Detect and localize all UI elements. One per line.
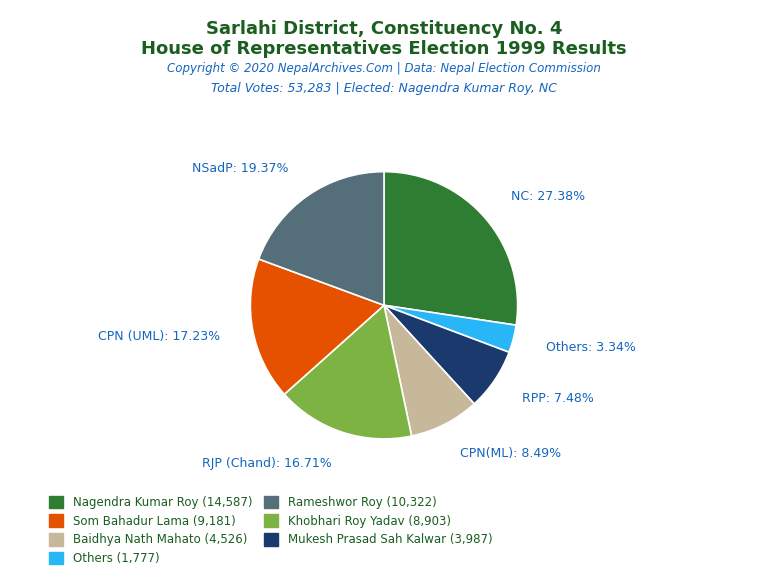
Wedge shape bbox=[384, 305, 509, 404]
Wedge shape bbox=[284, 305, 412, 439]
Text: House of Representatives Election 1999 Results: House of Representatives Election 1999 R… bbox=[141, 40, 627, 58]
Wedge shape bbox=[250, 259, 384, 395]
Text: RPP: 7.48%: RPP: 7.48% bbox=[522, 392, 594, 406]
Text: CPN(ML): 8.49%: CPN(ML): 8.49% bbox=[460, 448, 561, 460]
Legend: Nagendra Kumar Roy (14,587), Som Bahadur Lama (9,181), Baidhya Nath Mahato (4,52: Nagendra Kumar Roy (14,587), Som Bahadur… bbox=[45, 491, 497, 570]
Wedge shape bbox=[384, 172, 518, 325]
Wedge shape bbox=[384, 305, 475, 436]
Text: NSadP: 19.37%: NSadP: 19.37% bbox=[192, 162, 289, 175]
Text: Total Votes: 53,283 | Elected: Nagendra Kumar Roy, NC: Total Votes: 53,283 | Elected: Nagendra … bbox=[211, 82, 557, 95]
Wedge shape bbox=[259, 172, 384, 305]
Text: CPN (UML): 17.23%: CPN (UML): 17.23% bbox=[98, 330, 220, 343]
Text: RJP (Chand): 16.71%: RJP (Chand): 16.71% bbox=[202, 457, 332, 471]
Text: Others: 3.34%: Others: 3.34% bbox=[545, 341, 636, 354]
Text: Copyright © 2020 NepalArchives.Com | Data: Nepal Election Commission: Copyright © 2020 NepalArchives.Com | Dat… bbox=[167, 62, 601, 75]
Wedge shape bbox=[384, 305, 516, 353]
Text: NC: 27.38%: NC: 27.38% bbox=[511, 190, 584, 203]
Text: Sarlahi District, Constituency No. 4: Sarlahi District, Constituency No. 4 bbox=[206, 20, 562, 38]
